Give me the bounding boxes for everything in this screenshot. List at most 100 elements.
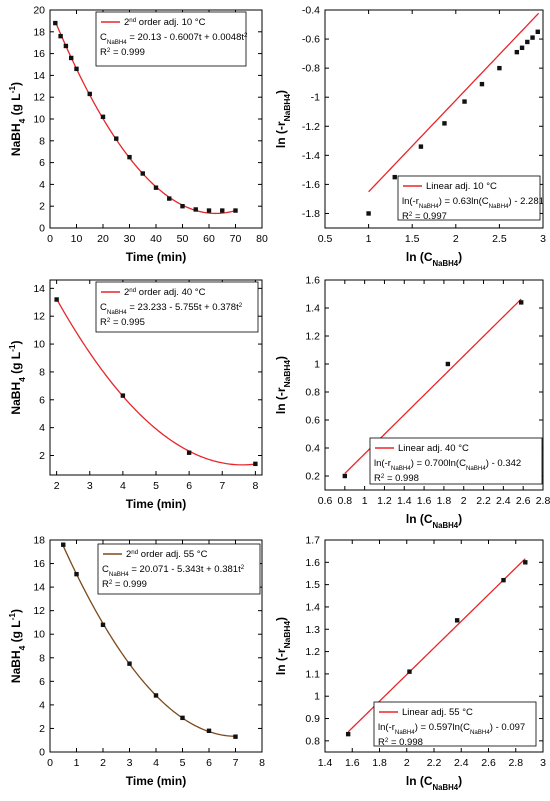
y-axis-label: ln (-rNaBH4)	[274, 90, 292, 148]
legend-r-squared: R2 = 0.998	[378, 737, 423, 749]
data-point	[186, 450, 192, 455]
y-tick-label: 8	[39, 366, 45, 378]
y-tick-label: 16	[33, 558, 45, 570]
legend-title: Linear adj. 55 °C	[402, 707, 473, 718]
x-tick-label: 6	[206, 757, 212, 769]
x-tick-label: 2.6	[516, 495, 531, 507]
y-tick-label: 1.5	[305, 579, 320, 591]
chart-panel-1: 0 10 20 30 40 50 60 70 80 0 2 4 6 8 10 12 14 16 18 20 Time (…	[7, 5, 268, 265]
y-tick-label: 6	[39, 676, 45, 688]
x-axis-label: ln (CNaBH4)	[406, 774, 462, 792]
data-point	[69, 55, 74, 61]
data-point	[167, 196, 172, 201]
y-tick-label: 1.1	[305, 668, 320, 680]
legend: Linear adj. 40 °C ln(-rNaBH4) = 0.700ln(C…	[369, 437, 543, 485]
fit-curve	[62, 545, 236, 737]
y-tick-label: 1.6	[305, 557, 320, 569]
y-tick-label: 14	[33, 582, 45, 594]
data-point	[445, 361, 451, 367]
y-tick-label: 12	[33, 92, 45, 104]
y-tick-label: 1.4	[305, 303, 320, 315]
data-point	[454, 618, 460, 623]
x-tick-label: 7	[219, 480, 225, 492]
legend-box	[97, 543, 261, 595]
y-tick-label: 12	[33, 311, 45, 323]
y-tick-label: -1.2	[302, 121, 320, 133]
x-tick-label: 2	[404, 757, 410, 769]
y-tick-label: 14	[33, 283, 45, 295]
data-point	[193, 207, 198, 212]
x-tick-label: 10	[71, 233, 83, 245]
x-tick-label: 8	[252, 480, 258, 492]
x-tick-label: 6	[186, 480, 192, 492]
y-tick-label: 8	[39, 652, 45, 664]
data-point	[74, 571, 79, 577]
legend: 2nd order adj. 10 °C CNaBH4 = 20.13 - 0.6…	[95, 11, 248, 67]
legend: 2nd order adj. 40 °C CNaBH4 = 23.233 - 5.…	[95, 281, 259, 333]
x-tick-label: 50	[177, 233, 189, 245]
x-tick-label: 20	[97, 233, 109, 245]
y-axis-label: NaBH4 (g L-1)	[7, 82, 27, 156]
y-tick-label: 0.9	[305, 713, 320, 725]
data-point	[220, 208, 225, 213]
x-tick-label: 0.5	[318, 233, 333, 245]
x-tick-label: 3	[540, 233, 546, 245]
x-tick-label: 1.8	[437, 495, 452, 507]
data-point	[233, 208, 238, 213]
y-tick-label: -1	[311, 92, 320, 104]
x-tick-label: 1.5	[405, 233, 420, 245]
data-point	[345, 731, 351, 737]
legend-equation: ln(-rNaBH4) = 0.597ln(CNaBH4) - 0.097	[378, 722, 525, 736]
data-point	[462, 99, 467, 104]
y-tick-label: 1.4	[305, 601, 320, 613]
x-tick-label: 4	[120, 480, 126, 492]
x-tick-label: 5	[180, 757, 186, 769]
x-tick-label: 2	[461, 495, 467, 507]
data-point	[392, 174, 397, 180]
x-tick-label: 0	[47, 757, 53, 769]
x-tick-label: 4	[153, 757, 159, 769]
y-tick-label: -1.6	[302, 179, 320, 191]
x-tick-label: 1	[74, 757, 80, 769]
y-tick-label: 4	[39, 422, 45, 434]
y-tick-label: 8	[39, 135, 45, 147]
x-tick-label: 70	[230, 233, 242, 245]
fit-curve	[368, 12, 540, 193]
y-tick-label: 4	[39, 699, 45, 711]
y-tick-label: -1.8	[302, 208, 320, 220]
data-point	[100, 114, 106, 120]
data-point	[114, 136, 119, 141]
chart-panel-3: 2 3 4 5 6 7 8 2 4 6 8 10 12 14 Time (min) NaBH4 (g L-1)…	[7, 279, 263, 511]
data-point	[530, 35, 535, 40]
data-point	[523, 560, 528, 565]
x-tick-label: 3	[87, 480, 93, 492]
x-axis-label: ln (CNaBH4)	[406, 512, 462, 530]
legend-equation: CNaBH4 = 20.13 - 0.6007t + 0.0048t2	[100, 32, 248, 46]
legend-title: Linear adj. 10 °C	[426, 181, 497, 192]
data-point	[63, 43, 69, 49]
y-tick-label: 2	[39, 201, 45, 213]
y-tick-label: 0.2	[305, 471, 320, 483]
x-tick-label: 2.4	[454, 757, 469, 769]
x-tick-label: 1.2	[377, 495, 392, 507]
y-tick-label: 1	[314, 359, 320, 371]
legend-r-squared: R2 = 0.999	[102, 579, 147, 591]
x-tick-label: 1	[362, 495, 368, 507]
data-point	[58, 33, 63, 39]
x-tick-label: 2.8	[536, 495, 550, 507]
data-point	[87, 91, 92, 97]
y-tick-label: 1	[314, 691, 320, 703]
data-point	[180, 715, 185, 721]
legend-equation: ln(-rNaBH4) = 0.700ln(CNaBH4) - 0.342	[374, 458, 521, 472]
y-tick-label: 16	[33, 48, 45, 60]
data-point	[525, 39, 530, 45]
y-tick-label: -0.4	[302, 5, 320, 17]
fit-curve	[54, 21, 236, 215]
data-point	[519, 45, 525, 50]
y-tick-label: 1.3	[305, 624, 320, 636]
x-tick-label: 1.6	[345, 757, 360, 769]
chart-panel-2: 0.5 1 1.5 2 2.5 3 -1.8 -1.6 -1.4 -1.2 -1 -0.8 -0.6 -0…	[274, 5, 546, 268]
y-tick-label: 1.2	[305, 331, 320, 343]
x-axis-label: Time (min)	[126, 497, 186, 511]
